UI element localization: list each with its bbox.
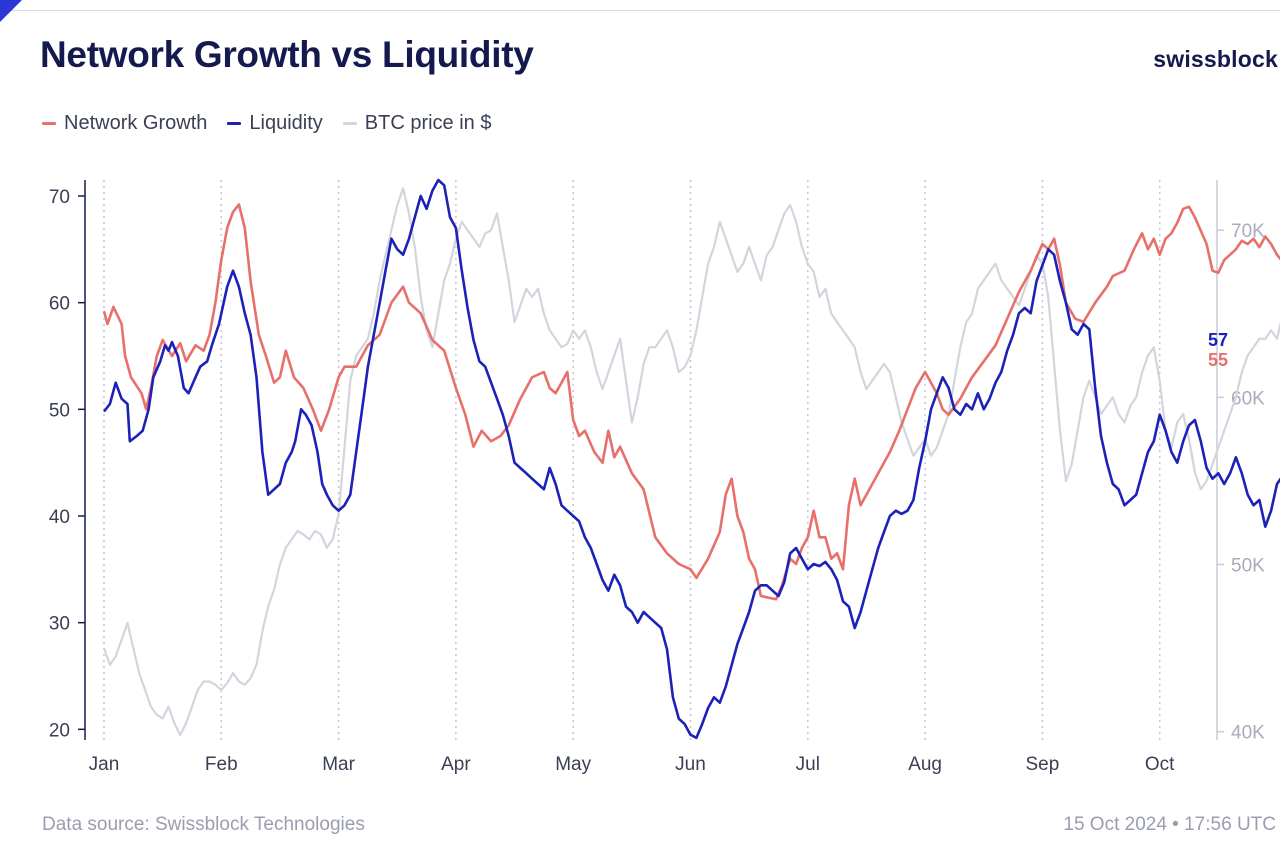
- x-axis-ticks: Jan Feb Mar Apr May Jun Jul Aug Sep Oct: [89, 754, 1176, 775]
- x-tick-label: Apr: [441, 754, 471, 775]
- right-tick-label: 40K: [1231, 723, 1265, 744]
- chart-legend: Network Growth Liquidity BTC price in $: [42, 112, 491, 135]
- right-tick-label: 70K: [1231, 221, 1265, 242]
- end-label-network-growth: 55: [1208, 350, 1228, 370]
- brand-logo: swissblock: [1153, 46, 1278, 72]
- legend-label-network-growth: Network Growth: [64, 112, 208, 134]
- x-tick-label: May: [555, 754, 591, 775]
- data-source: Data source: Swissblock Technologies: [42, 814, 365, 835]
- top-divider: [0, 10, 1280, 11]
- right-tick-label: 60K: [1231, 388, 1265, 409]
- x-tick-label: Mar: [322, 754, 355, 775]
- legend-swatch-network-growth: [42, 122, 56, 125]
- chart-title: Network Growth vs Liquidity: [40, 34, 534, 75]
- legend-swatch-btc-price: [342, 122, 357, 125]
- series-line-network-growth: [102, 203, 1280, 601]
- left-tick-label: 20: [49, 720, 70, 741]
- x-tick-label: Oct: [1145, 754, 1175, 775]
- series-line-liquidity: [102, 178, 1280, 740]
- series-line-btc-price: [102, 187, 1280, 737]
- right-axis-ticks: 40K 50K 60K 70K: [1217, 221, 1265, 744]
- legend-swatch-liquidity: [227, 122, 242, 125]
- right-tick-label: 50K: [1231, 555, 1265, 576]
- left-tick-label: 50: [49, 400, 70, 421]
- legend-item-btc-price: BTC price in $: [342, 112, 492, 135]
- left-tick-label: 40: [49, 507, 70, 528]
- left-tick-label: 30: [49, 614, 70, 635]
- x-tick-label: Jan: [89, 754, 120, 775]
- x-tick-label: Feb: [205, 754, 238, 775]
- end-label-liquidity: 57: [1208, 330, 1228, 350]
- legend-item-liquidity: Liquidity: [227, 112, 323, 135]
- x-tick-label: Jun: [675, 754, 706, 775]
- left-tick-label: 70: [49, 187, 70, 208]
- left-axis-ticks: 20 30 40 50 60 70: [49, 187, 85, 741]
- timestamp: 15 Oct 2024 • 17:56 UTC: [1063, 814, 1276, 835]
- x-tick-label: Aug: [908, 754, 942, 775]
- corner-accent: [0, 0, 22, 22]
- legend-label-btc-price: BTC price in $: [364, 112, 492, 134]
- legend-label-liquidity: Liquidity: [249, 112, 323, 134]
- legend-item-network-growth: Network Growth: [42, 112, 207, 135]
- x-tick-label: Sep: [1025, 754, 1059, 775]
- line-chart: 20 30 40 50 60 70 40K 50K 60K 70K Jan Feb Mar Apr Ma…: [49, 178, 1280, 775]
- left-tick-label: 60: [49, 294, 70, 315]
- x-tick-label: Jul: [796, 754, 820, 775]
